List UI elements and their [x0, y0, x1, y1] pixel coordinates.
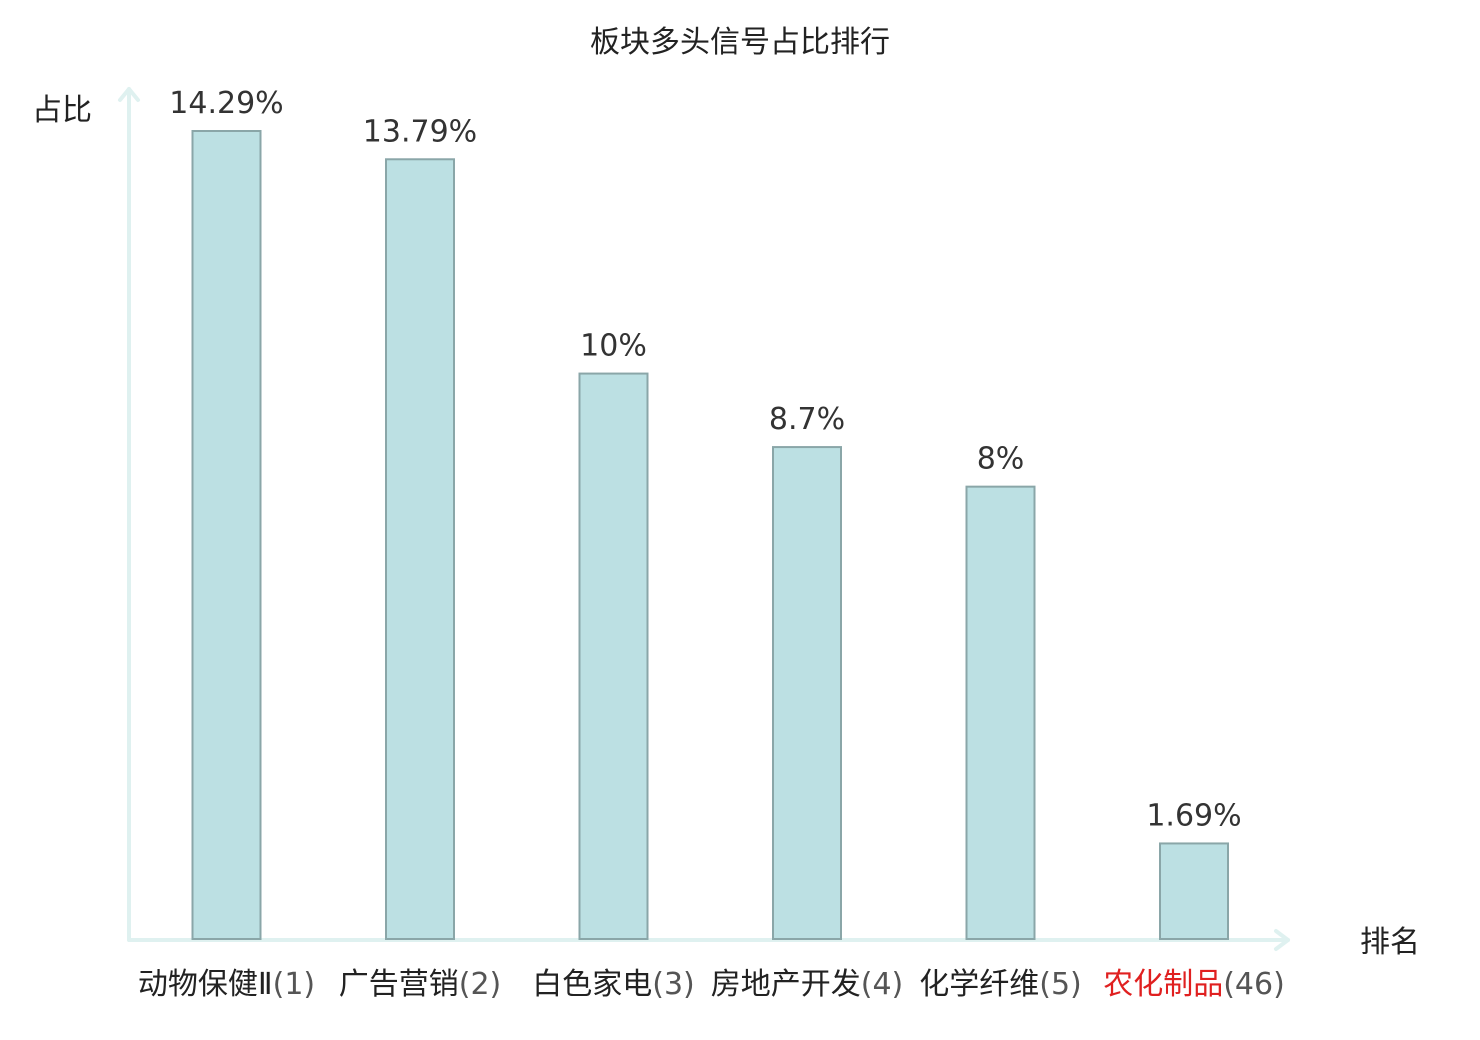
category-name: 动物保健Ⅱ	[138, 967, 273, 1002]
bar	[1159, 842, 1229, 940]
bar	[578, 372, 649, 940]
bars-group: 14.29% 动物保健Ⅱ(1) 13.79% 广告营销(2) 10% 白色家电(3) 8.7…	[138, 86, 1285, 1002]
chart-title: 板块多头信号占比排行	[590, 25, 890, 60]
data-label: 10%	[580, 329, 647, 364]
x-axis-arrow	[1274, 929, 1290, 951]
x-axis-label: 排名	[1360, 925, 1420, 960]
x-tick-label: 房地产开发(4)	[711, 967, 904, 1002]
data-label: 1.69%	[1146, 798, 1241, 833]
category-name: 房地产开发	[711, 967, 861, 1002]
category-name: 化学纤维	[919, 967, 1039, 1002]
data-label: 8%	[977, 442, 1025, 477]
data-label: 14.29%	[169, 86, 283, 121]
x-tick-label: 农化制品(46)	[1103, 967, 1285, 1002]
bar	[772, 446, 842, 940]
category-rank: (46)	[1223, 967, 1285, 1002]
bar	[385, 158, 455, 940]
bar	[965, 485, 1036, 940]
x-tick-label: 动物保健Ⅱ(1)	[138, 967, 315, 1002]
category-rank: (4)	[861, 967, 904, 1002]
category-rank: (1)	[273, 967, 316, 1002]
category-rank: (5)	[1039, 967, 1082, 1002]
category-name: 白色家电	[532, 967, 652, 1002]
x-tick-label: 广告营销(2)	[339, 967, 502, 1002]
bar	[191, 130, 262, 940]
data-label: 13.79%	[363, 114, 477, 149]
category-name: 农化制品	[1103, 967, 1223, 1002]
category-rank: (3)	[652, 967, 695, 1002]
y-axis-label: 占比	[32, 93, 92, 128]
category-rank: (2)	[459, 967, 502, 1002]
x-tick-label: 白色家电(3)	[532, 967, 695, 1002]
data-label: 8.7%	[769, 402, 845, 437]
x-tick-label: 化学纤维(5)	[919, 967, 1082, 1002]
category-name: 广告营销	[339, 967, 459, 1002]
